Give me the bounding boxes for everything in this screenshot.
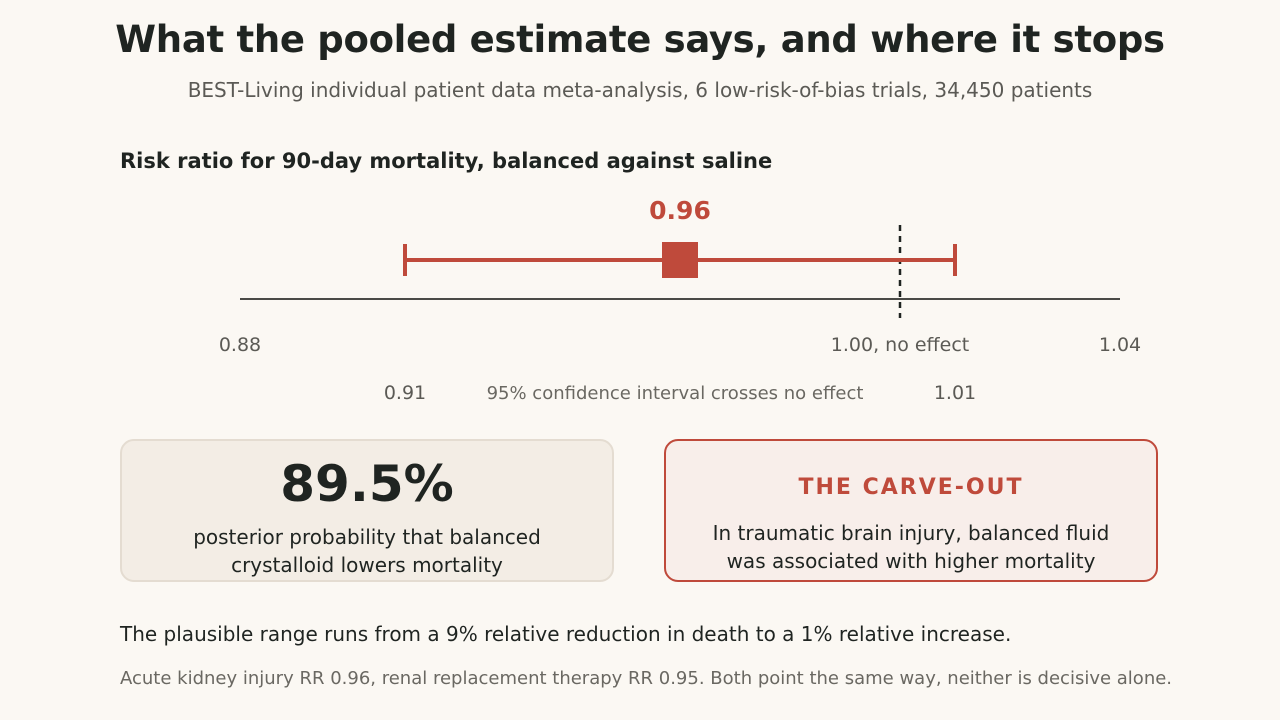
- chart-title: Risk ratio for 90-day mortality, balance…: [120, 149, 773, 173]
- carveout-text: In traumatic brain injury, balanced flui…: [712, 521, 1110, 573]
- footer-note: Acute kidney injury RR 0.96, renal repla…: [120, 668, 1173, 689]
- x-tick-label: 1.00, no effect: [831, 334, 969, 356]
- carveout-card: THE CARVE-OUT In traumatic brain injury,…: [664, 439, 1158, 582]
- ci-upper-label: 1.01: [934, 382, 976, 404]
- probability-text: posterior probability that balanced crys…: [193, 525, 541, 577]
- probability-value: 89.5%: [280, 455, 454, 513]
- page-title: What the pooled estimate says, and where…: [115, 18, 1165, 61]
- footer-summary: The plausible range runs from a 9% relat…: [120, 622, 1012, 646]
- x-tick-label: 1.04: [1099, 334, 1141, 356]
- ci-note: 95% confidence interval crosses no effec…: [487, 383, 864, 404]
- ci-lower-label: 0.91: [384, 382, 426, 404]
- point-estimate-marker: [662, 242, 698, 278]
- carveout-heading: THE CARVE-OUT: [798, 475, 1024, 500]
- page-subtitle: BEST-Living individual patient data meta…: [187, 78, 1093, 102]
- point-estimate-label: 0.96: [649, 196, 711, 225]
- x-tick-label: 0.88: [219, 334, 261, 356]
- probability-card: 89.5% posterior probability that balance…: [120, 439, 614, 582]
- forest-plot: 0.96 0.88 1.00, no effect 1.04 0.91 1.01 95% c…: [219, 196, 1141, 404]
